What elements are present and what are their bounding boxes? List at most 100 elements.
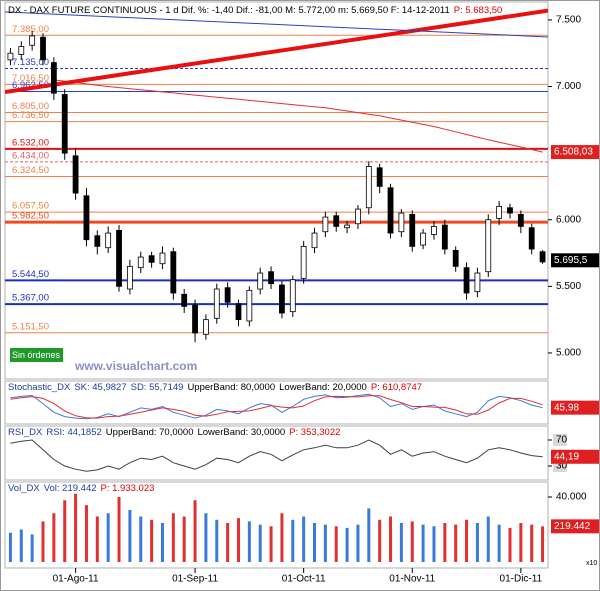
volume-bar [258,524,262,562]
header-item: SD: 55,7149 [131,382,184,393]
level-label: 5.982,50 [12,211,49,222]
candle-body [322,216,329,233]
volume-bar [139,516,143,562]
rsi-panel [4,425,549,481]
level-label: 7.016,50 [12,73,49,84]
header-item: P: 5.683,50 [454,5,503,16]
candle-body [159,252,166,265]
volume-bar [530,524,534,562]
candle-body [355,208,361,225]
volume-bar [106,513,110,562]
trendline [5,11,548,38]
volume-bar [160,523,164,562]
trendline [5,8,548,94]
header-item: SK: 45,9827 [74,382,126,393]
level-label: 5.151,50 [12,321,49,332]
candle-body [311,232,318,249]
candle-body [257,272,264,290]
volume-bar [226,523,230,562]
volume-bar [95,516,99,562]
candle-body [376,167,383,187]
moving-average [53,79,543,153]
candle-body [387,187,394,234]
level-label: 7.385,00 [12,24,49,35]
volume-plot [8,493,545,562]
level-label: 6.434,00 [12,150,49,161]
volume-bar [465,519,469,562]
volume-bar [345,527,349,562]
panel-header: DX - DAX FUTURE CONTINUOUS - 1 d Dif. %:… [8,5,502,16]
scale-note: x10 [586,560,597,567]
indicator-line [10,439,543,472]
indicator-line [10,395,543,419]
value-box-label: 219.442 [554,521,591,532]
y-tick-box [553,434,567,447]
volume-bar [541,526,545,562]
volume-bar [508,527,512,562]
y-tick-label: 6.000 [556,214,581,225]
y-tick-label: 40.000 [556,492,587,503]
candle-body [365,166,372,209]
value-box-label: 5.695,5 [554,255,588,266]
volume-bar [367,508,371,562]
value-box [551,145,599,160]
candle-body [463,267,470,294]
volume-bar [389,516,393,562]
value-box-label: 44,19 [554,451,579,462]
panel-header: Stochastic_DX SK: 45,9827 SD: 55,7149 Upper… [8,382,422,393]
volume-bar [443,523,447,562]
candle-body [18,46,25,55]
candle-body [203,319,209,335]
volume-bar [378,519,382,562]
candle-body [507,207,513,214]
candle-body [148,255,155,263]
volume-bar [323,524,327,562]
value-box-label: 45,98 [554,402,579,413]
value-box [551,253,599,268]
candle-body [289,279,296,313]
candle-body [83,195,90,241]
y-tick-label: 5.500 [556,281,581,292]
candle-body [192,304,198,334]
candle-body [61,94,68,154]
volume-bar [236,518,240,562]
candle-body [496,206,503,219]
level-label: 7.135,00 [12,57,49,68]
candle-body [517,214,524,227]
header-item: P: 610,8747 [371,382,422,393]
candle-body [72,155,79,194]
candle-body [333,215,340,227]
candle-body [485,219,492,273]
candle-body [170,251,177,294]
volume-bar [247,521,251,562]
header-item: P: 1.933.023 [101,483,155,494]
volume-bar [52,513,56,562]
volume-bar [171,513,175,562]
x-tick-label: 01-Oct-11 [282,574,326,585]
price-plot: 7.385,00 7.135,00 7.016,506.962,50 6.805,00… [5,8,548,343]
rsi-plot [10,439,543,472]
volume-bar [497,524,501,562]
status-box [10,348,63,362]
volume-bar [30,534,34,562]
volume-bar [432,526,436,562]
volume-bar [519,523,523,562]
candle-body [94,235,101,247]
x-tick-label: 01-Dic-11 [500,574,543,585]
candle-body [279,284,285,314]
header-item: RSI_DX [8,427,43,438]
volume-bar [8,532,12,562]
value-box [551,449,599,464]
volume-bar [356,524,360,562]
candle-body [50,62,57,94]
value-box [551,519,599,534]
volume-bar [280,513,284,562]
candle-body [105,232,112,249]
level-label: 6.962,50 [12,80,49,91]
volume-bar [399,523,403,562]
volume-bar [84,505,88,562]
status-text: Sin órdenes [12,350,61,360]
y-tick-label: 7.000 [556,81,581,92]
candle-body [474,272,481,293]
